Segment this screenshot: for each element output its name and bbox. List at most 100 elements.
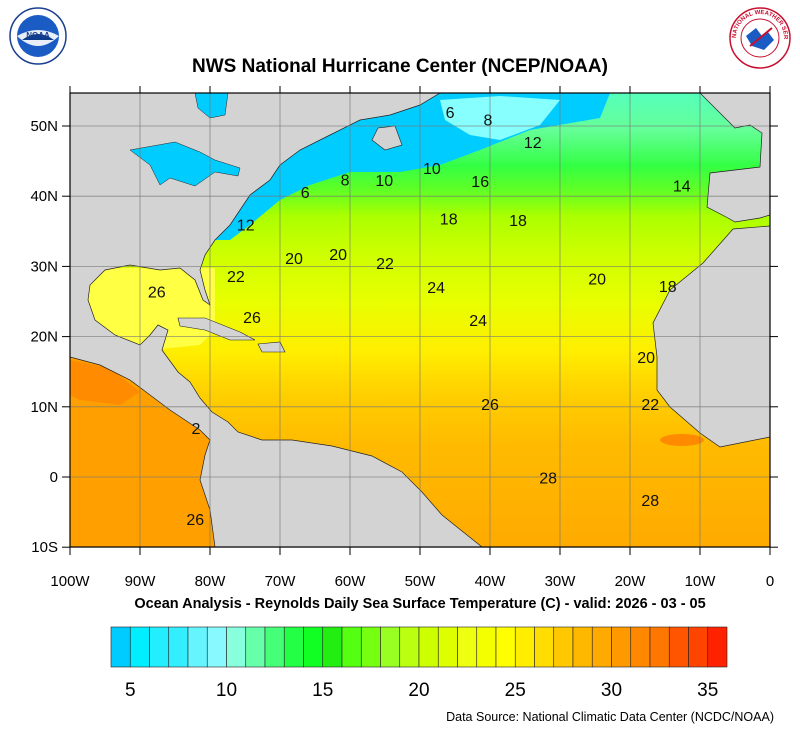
labrador-current-water xyxy=(440,96,560,140)
colorbar-label: 30 xyxy=(601,680,622,700)
colorbar-label: 10 xyxy=(216,680,237,700)
land-europe xyxy=(699,93,770,223)
colorbar-swatch xyxy=(572,626,593,668)
noaa-logo: NOAA xyxy=(9,7,67,65)
colorbar-label: 20 xyxy=(408,680,429,700)
colorbar-label: 35 xyxy=(697,680,718,700)
colorbar-swatch xyxy=(283,626,304,668)
guinea-hot-water xyxy=(660,434,704,446)
colorbar-swatch xyxy=(206,626,227,668)
colorbar-swatch xyxy=(360,626,381,668)
contour-label: 22 xyxy=(641,397,659,414)
colorbar-swatch xyxy=(534,626,555,668)
colorbar-swatch xyxy=(707,626,728,668)
x-tick-label: 100W xyxy=(50,573,90,590)
contour-label: 16 xyxy=(471,174,489,191)
x-tick-label: 70W xyxy=(265,573,297,590)
colorbar-swatch xyxy=(418,626,439,668)
y-tick-label: 0 xyxy=(50,469,58,486)
colorbar-swatch xyxy=(399,626,420,668)
colorbar-swatch xyxy=(245,626,266,668)
contour-label: 22 xyxy=(376,256,394,273)
contour-label: 26 xyxy=(243,310,261,327)
hispaniola xyxy=(257,341,286,353)
contour-label: 8 xyxy=(483,113,492,130)
colorbar-swatch xyxy=(264,626,285,668)
colorbar-swatch xyxy=(688,626,709,668)
contour-label: 24 xyxy=(469,313,487,330)
y-tick-label: 30N xyxy=(30,258,58,275)
contour-label: 12 xyxy=(237,217,255,234)
hudson-bay xyxy=(194,93,229,119)
noaa-logo-text: NOAA xyxy=(26,31,50,40)
colorbar-swatch xyxy=(129,626,150,668)
x-tick-label: 60W xyxy=(335,573,367,590)
pacific-hot-water xyxy=(70,360,140,405)
colorbar-swatch xyxy=(495,626,516,668)
colorbar-swatch xyxy=(553,626,574,668)
contour-label: 28 xyxy=(641,493,659,510)
colorbar-swatch xyxy=(149,626,170,668)
y-tick-label: 20N xyxy=(30,329,58,346)
great-lakes xyxy=(129,141,241,187)
contour-label: 20 xyxy=(637,350,655,367)
contour-label: 26 xyxy=(186,512,204,529)
cuba xyxy=(177,317,256,341)
contour-label: 22 xyxy=(227,269,245,286)
x-tick-label: 10W xyxy=(685,573,717,590)
contour-label: 28 xyxy=(539,471,557,488)
x-tick-label: 30W xyxy=(545,573,577,590)
axis-ticks: 100W 90W 80W 70W 60W 50W 40W 30W 20W 10W 0 50N 40N 30… xyxy=(30,86,778,590)
contour-label: 6 xyxy=(301,185,310,202)
x-tick-label: 90W xyxy=(125,573,157,590)
contour-label: 20 xyxy=(285,251,303,268)
y-tick-label: 40N xyxy=(30,188,58,205)
colorbar-swatch xyxy=(591,626,612,668)
colorbar-label: 15 xyxy=(312,680,333,700)
colorbar-swatch xyxy=(322,626,343,668)
data-source: Data Source: National Climatic Data Cent… xyxy=(446,710,774,724)
map-subtitle: Ocean Analysis - Reynolds Daily Sea Surf… xyxy=(134,596,706,612)
contour-label: 10 xyxy=(375,173,393,190)
contour-label: 14 xyxy=(673,179,691,196)
colorbar-label: 5 xyxy=(125,680,136,700)
contour-label: 2 xyxy=(192,421,201,438)
colorbar-swatch xyxy=(226,626,247,668)
colorbar-swatch xyxy=(380,626,401,668)
contour-label: 10 xyxy=(423,161,441,178)
colorbar-swatch xyxy=(476,626,497,668)
contour-label: 20 xyxy=(588,271,606,288)
nws-logo: NATIONAL WEATHER SERVICE xyxy=(728,6,791,69)
colorbar-swatch xyxy=(630,626,651,668)
y-tick-label: 10N xyxy=(30,399,58,416)
x-tick-label: 40W xyxy=(475,573,507,590)
x-tick-label: 80W xyxy=(195,573,227,590)
colorbar-swatch xyxy=(514,626,535,668)
y-tick-label: 10S xyxy=(31,539,58,556)
colorbar-swatch xyxy=(437,626,458,668)
colorbar-swatch xyxy=(110,626,131,668)
contour-label: 8 xyxy=(341,172,350,189)
contour-labels: 6 8 12 10 16 14 10 8 6 12 18 18 20 20 22 22 26 24 20 18 24 26… xyxy=(148,105,691,529)
gulf-of-mexico-water xyxy=(85,268,215,350)
contour-label: 12 xyxy=(524,135,542,152)
x-tick-label: 50W xyxy=(405,573,437,590)
contour-label: 18 xyxy=(440,212,458,229)
colorbar-swatch xyxy=(668,626,689,668)
contour-label: 26 xyxy=(481,397,499,414)
colorbar-swatch xyxy=(303,626,324,668)
colorbar-swatch xyxy=(457,626,478,668)
contour-label: 6 xyxy=(446,105,455,122)
contour-label: 18 xyxy=(659,279,677,296)
colorbar: 5 10 15 20 25 30 35 xyxy=(110,626,728,700)
colorbar-swatch xyxy=(341,626,362,668)
contour-label: 26 xyxy=(148,285,166,302)
colorbar-label: 25 xyxy=(505,680,526,700)
colorbar-swatch xyxy=(611,626,632,668)
contour-label: 18 xyxy=(509,213,527,230)
colorbar-swatch xyxy=(649,626,670,668)
colorbar-swatch xyxy=(168,626,189,668)
contour-label: 24 xyxy=(427,280,445,297)
page-title: NWS National Hurricane Center (NCEP/NOAA… xyxy=(192,56,608,77)
